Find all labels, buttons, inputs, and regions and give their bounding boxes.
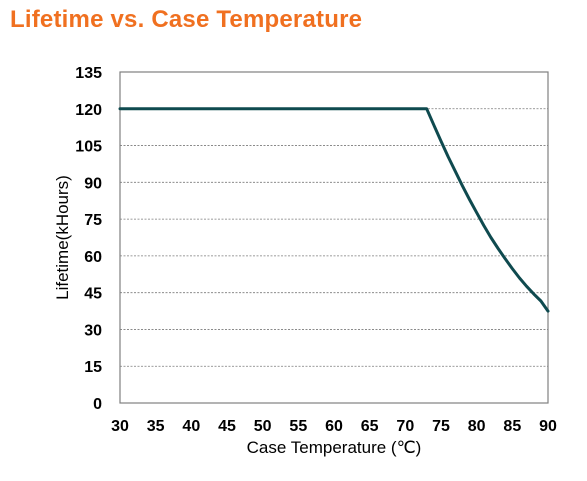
x-tick-label: 35 <box>147 418 165 435</box>
y-tick-label: 60 <box>84 249 102 266</box>
x-tick-label: 80 <box>468 418 486 435</box>
x-tick-label: 45 <box>218 418 236 435</box>
x-tick-labels: 30 35 40 45 50 55 60 65 70 75 80 85 90 <box>111 418 557 435</box>
x-tick-label: 55 <box>289 418 307 435</box>
y-tick-label: 120 <box>75 102 102 119</box>
grid-lines <box>120 108 548 367</box>
y-tick-label: 75 <box>84 212 102 229</box>
x-tick-label: 60 <box>325 418 343 435</box>
x-tick-label: 90 <box>539 418 557 435</box>
y-tick-label: 45 <box>84 286 102 303</box>
x-tick-label: 30 <box>111 418 129 435</box>
series-line <box>118 107 550 313</box>
x-tick-label: 50 <box>254 418 272 435</box>
y-tick-label: 15 <box>84 359 102 376</box>
x-tick-label: 70 <box>396 418 414 435</box>
page-title: Lifetime vs. Case Temperature <box>10 6 363 33</box>
y-tick-label: 0 <box>93 396 102 413</box>
x-tick-label: 85 <box>503 418 521 435</box>
x-tick-label: 40 <box>182 418 200 435</box>
y-tick-label: 135 <box>75 65 102 82</box>
y-tick-labels: 0 15 30 45 60 75 90 105 120 135 <box>75 65 102 413</box>
x-axis-label: Case Temperature (℃) <box>247 438 422 457</box>
x-tick-label: 65 <box>361 418 379 435</box>
series-group <box>118 107 550 313</box>
y-axis-label: Lifetime(kHours) <box>53 175 72 300</box>
y-tick-label: 30 <box>84 322 102 339</box>
x-tick-label: 75 <box>432 418 450 435</box>
plot-frame <box>119 71 549 404</box>
y-tick-label: 105 <box>75 139 102 156</box>
y-tick-label: 90 <box>84 175 102 192</box>
